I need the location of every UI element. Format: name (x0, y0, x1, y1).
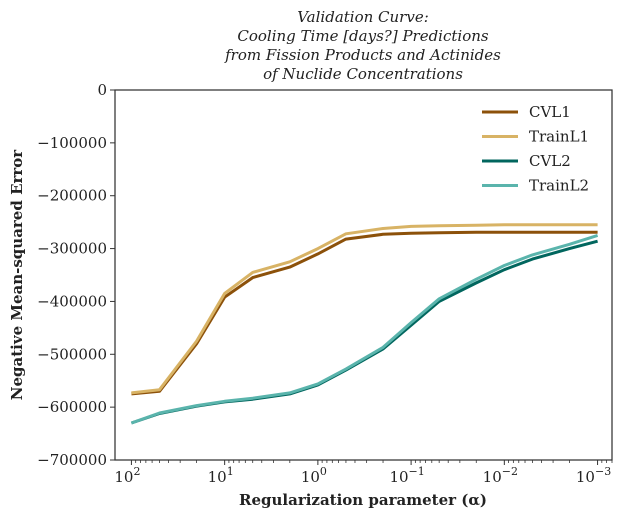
y-tick-label: −700000 (37, 451, 107, 469)
legend-label-trainl2: TrainL2 (529, 177, 589, 195)
plot-frame (114, 89, 613, 461)
y-tick-labels: 0 −100000 −200000 −300000 −400000 −500000 −600… (37, 81, 107, 469)
chart-title-line: of Nuclide Concentrations (263, 65, 463, 83)
x-axis-label: Regularization parameter (α) (239, 491, 487, 509)
x-tick-label: 10−3 (576, 465, 611, 486)
legend-label-cvl1: CVL1 (529, 103, 571, 121)
series-line-cvl1 (131, 230, 598, 396)
series-lines (130, 223, 599, 425)
series-line-trainl2 (130, 233, 599, 425)
y-axis-label: Negative Mean-squared Error (8, 149, 26, 401)
chart-title-line: from Fission Products and Actinides (224, 46, 501, 64)
y-tick-label: −200000 (37, 187, 107, 205)
legend-label-trainl1: TrainL1 (529, 128, 589, 146)
legend-label-cvl2: CVL2 (529, 152, 571, 170)
chart-title-line: Validation Curve: (297, 8, 429, 26)
series-line-trainl1 (131, 223, 598, 395)
y-tick-label: 0 (97, 81, 107, 99)
x-tick-label: 100 (301, 465, 327, 486)
y-tick-label: −600000 (37, 398, 107, 416)
y-tick-label: −300000 (37, 240, 107, 258)
x-tick-label: 10−2 (483, 465, 518, 486)
chart-title-line: Cooling Time [days?] Predictions (237, 27, 489, 45)
y-tick-label: −500000 (37, 345, 107, 363)
x-tick-label: 10−1 (389, 465, 424, 486)
x-tick-labels: 102 101 100 10−1 10−2 10−3 (114, 465, 611, 486)
x-tick-label: 101 (208, 465, 234, 486)
chart-title: Validation Curve:Cooling Time [days?] Pr… (224, 8, 501, 83)
y-tick-label: −100000 (37, 134, 107, 152)
y-tick-label: −400000 (37, 292, 107, 310)
x-tick-label: 102 (114, 465, 140, 486)
axis-ticks (110, 89, 613, 465)
legend: CVL1 TrainL1 CVL2 TrainL2 (482, 103, 589, 195)
